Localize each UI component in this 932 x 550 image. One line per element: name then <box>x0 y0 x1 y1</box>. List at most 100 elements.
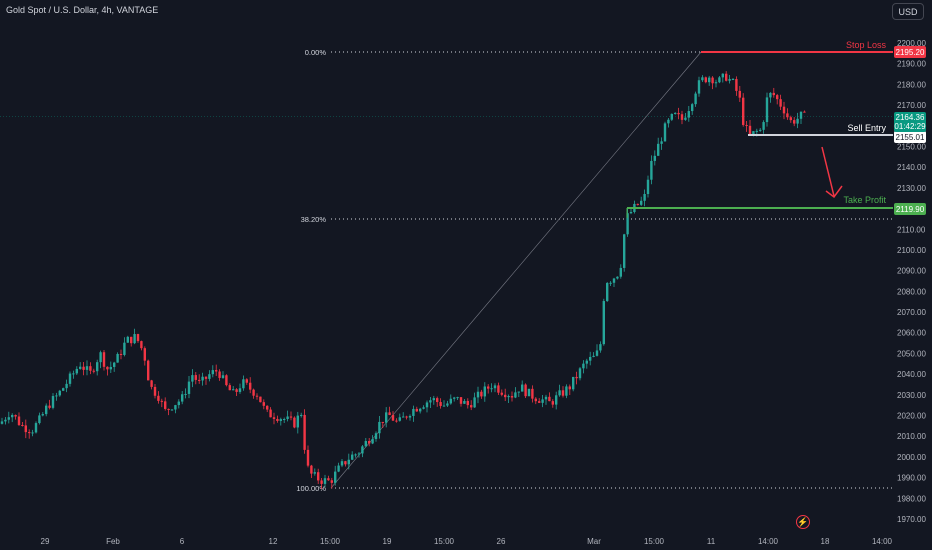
candle-body <box>544 396 548 400</box>
y-tick-label: 2000.00 <box>897 453 926 462</box>
candle-body <box>497 385 500 393</box>
candle-body <box>153 386 157 396</box>
candle-body <box>174 405 177 410</box>
candle-body <box>425 402 429 408</box>
candle-body <box>463 400 466 404</box>
candle-body <box>745 124 748 126</box>
candle-body <box>65 383 68 389</box>
candle-body <box>238 388 242 392</box>
candle-body <box>670 113 673 120</box>
x-tick-label: Mar <box>587 537 601 546</box>
candle-body <box>711 77 714 84</box>
candle-body <box>616 276 619 279</box>
currency-button[interactable]: USD <box>892 3 924 20</box>
fib-level-label: 100.00% <box>296 484 326 493</box>
candle-body <box>102 352 106 367</box>
candle-body <box>357 453 361 455</box>
candle-body <box>385 412 388 423</box>
candle-body <box>752 131 755 135</box>
y-tick-label: 2180.00 <box>897 80 926 89</box>
candle-body <box>123 342 126 355</box>
candle-body <box>531 388 534 399</box>
chart-title: Gold Spot / U.S. Dollar, 4h, VANTAGE <box>6 5 159 15</box>
sell-entry-label: Sell Entry <box>847 123 886 133</box>
stop-loss-tag-text: 2195.20 <box>896 48 925 57</box>
countdown-timer-text: 01:42:29 <box>894 122 926 131</box>
candle-body <box>371 439 374 444</box>
y-tick-label: 2110.00 <box>897 225 926 234</box>
candle-body <box>765 97 769 123</box>
y-tick-label: 2050.00 <box>897 349 926 358</box>
candle-body <box>575 376 578 379</box>
candle-body <box>507 396 510 398</box>
candle-body <box>245 379 248 383</box>
x-tick-label: 12 <box>269 537 278 546</box>
candle-body <box>14 414 17 417</box>
x-tick-label: 11 <box>707 537 716 546</box>
candle-body <box>762 122 765 130</box>
candle-body <box>521 384 524 392</box>
y-tick-label: 1980.00 <box>897 494 926 503</box>
y-tick-label: 2100.00 <box>897 246 926 255</box>
candle-body <box>660 141 663 144</box>
candle-body <box>340 461 344 466</box>
y-tick-label: 2170.00 <box>897 101 926 110</box>
candle-body <box>697 80 701 94</box>
x-tick-label: 15:00 <box>434 537 455 546</box>
candle-body <box>283 418 286 420</box>
candle-body <box>731 79 735 81</box>
candle-body <box>755 130 758 132</box>
candle-body <box>524 384 527 397</box>
sell-entry-tag <box>894 131 926 143</box>
candle-body <box>45 405 48 415</box>
candle-body <box>493 385 497 389</box>
candle-body <box>330 480 333 483</box>
candle-body <box>473 397 476 408</box>
candle-body <box>415 408 418 412</box>
candle-body <box>48 405 51 408</box>
candle-body <box>623 234 626 268</box>
x-tick-label: 6 <box>180 537 185 546</box>
candle-body <box>140 341 143 349</box>
candle-body <box>480 391 483 397</box>
y-tick-label: 2090.00 <box>897 267 926 276</box>
candle-body <box>456 397 459 399</box>
candle-body <box>249 382 252 390</box>
take-profit-label: Take Profit <box>843 195 886 205</box>
candle-body <box>725 73 728 81</box>
candle-body <box>677 112 680 115</box>
candle-body <box>680 114 684 120</box>
candle-body <box>0 421 4 424</box>
candle-body <box>483 386 486 397</box>
candle-body <box>602 301 605 345</box>
candle-body <box>75 368 78 374</box>
candle-body <box>653 155 656 161</box>
candle-body <box>266 405 269 410</box>
candle-body <box>147 360 150 381</box>
candle-body <box>272 417 276 419</box>
candle-body <box>204 376 208 379</box>
y-tick-label: 2200.00 <box>897 39 926 48</box>
candle-body <box>157 395 160 401</box>
lightning-icon[interactable]: ⚡ <box>796 515 810 529</box>
candle-body <box>718 77 721 83</box>
candle-body <box>609 282 612 284</box>
y-tick-label: 2040.00 <box>897 370 926 379</box>
candle-body <box>585 360 588 364</box>
candle-body <box>796 118 799 124</box>
candle-body <box>232 389 235 391</box>
candle-body <box>119 353 123 355</box>
candle-body <box>374 433 378 440</box>
current-price-text: 2164.36 <box>896 113 925 122</box>
candle-body <box>714 82 718 84</box>
candle-body <box>361 446 364 454</box>
candle-body <box>534 398 537 402</box>
candle-body <box>500 392 503 395</box>
candle-body <box>136 334 140 342</box>
candle-body <box>68 373 72 384</box>
candle-body <box>402 416 405 418</box>
candle-body <box>34 423 38 433</box>
candle-body <box>286 416 289 419</box>
candle-body <box>429 400 432 403</box>
